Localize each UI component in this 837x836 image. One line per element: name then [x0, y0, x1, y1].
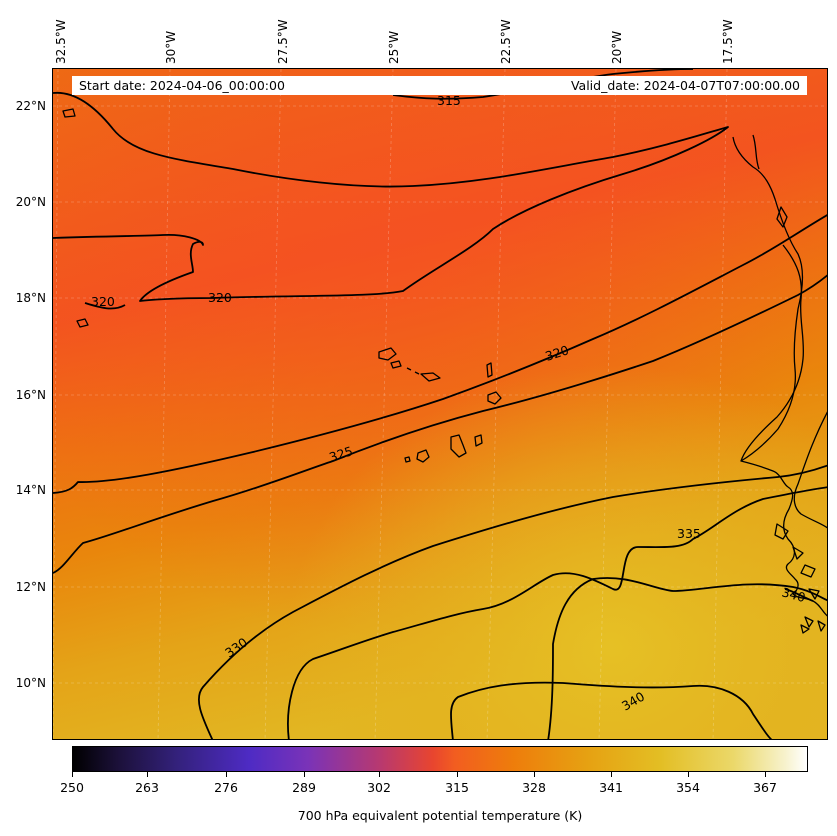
lat-label-10n: 10°N — [15, 676, 46, 690]
colorbar-label-367: 367 — [753, 780, 777, 795]
contour-label-335: 335 — [677, 526, 701, 541]
cape-verde-fogo — [416, 449, 430, 463]
colorbar-label-315: 315 — [445, 780, 469, 795]
west-africa-coastline — [732, 136, 827, 617]
contour-label-320-center: 320 — [208, 290, 232, 305]
colorbar-tick-302 — [379, 772, 380, 777]
contour-labels: 315 320 320 320 325 330 335 340 340 — [91, 93, 807, 714]
contour-label-320-east: 320 — [543, 342, 570, 364]
cape-verde-sao-vicente — [390, 360, 402, 369]
contour-320-main — [53, 214, 827, 494]
colorbar-label-263: 263 — [135, 780, 159, 795]
start-date-label: Start date: 2024-04-06_00:00:00 — [79, 78, 285, 93]
lat-label-20n: 20°N — [15, 195, 46, 209]
valid-date-label: Valid_date: 2024-04-07T07:00:00.00 — [570, 78, 800, 93]
cape-verde-sal — [486, 362, 493, 378]
contour-325 — [53, 274, 827, 574]
colorbar-label-250: 250 — [60, 780, 84, 795]
cape-verde-santa-luzia — [406, 367, 420, 375]
lat-label-22n: 22°N — [15, 99, 46, 113]
cape-verde-santo-antao — [378, 347, 397, 361]
lon-label-27-5w: 27.5°W — [276, 19, 290, 64]
colorbar-tick-250 — [72, 772, 73, 777]
bijagos-islands — [800, 616, 826, 634]
colorbar-label-354: 354 — [676, 780, 700, 795]
contour-340-south — [450, 681, 773, 739]
small-island-w — [76, 318, 89, 328]
cape-verde-santiago — [450, 434, 467, 458]
contour-label-320-west: 320 — [91, 294, 115, 309]
field-yellow-region — [53, 69, 827, 739]
lat-label-18n: 18°N — [15, 291, 46, 305]
lon-label-20w: 20°W — [610, 30, 624, 64]
canary-edge — [752, 134, 788, 228]
contour-330 — [198, 464, 827, 739]
contour-335 — [287, 486, 827, 739]
contour-320-north — [53, 91, 729, 302]
contour-340-east — [547, 577, 827, 739]
lon-label-32-5w: 32.5°W — [54, 19, 68, 64]
theta-e-field-map: 315 320 320 320 325 330 335 340 340 — [53, 69, 827, 739]
colorbar-label-302: 302 — [367, 780, 391, 795]
senegal-border — [740, 244, 805, 462]
lon-label-22-5w: 22.5°W — [499, 19, 513, 64]
cape-verde-boa-vista — [487, 391, 502, 405]
date-info-box: Start date: 2024-04-06_00:00:00 Valid_da… — [72, 76, 807, 95]
colorbar-tick-328 — [534, 772, 535, 777]
colorbar — [72, 746, 808, 772]
lat-label-14n: 14°N — [15, 483, 46, 497]
graticule — [53, 69, 827, 739]
colorbar-label-276: 276 — [214, 780, 238, 795]
contour-label-315: 315 — [437, 93, 461, 108]
colorbar-tick-263 — [147, 772, 148, 777]
colorbar-label-289: 289 — [292, 780, 316, 795]
colorbar-label-341: 341 — [599, 780, 623, 795]
colorbar-tick-367 — [765, 772, 766, 777]
lon-label-25w: 25°W — [387, 30, 401, 64]
colorbar-tick-315 — [457, 772, 458, 777]
colorbar-tick-341 — [611, 772, 612, 777]
cape-verde-sao-nicolau — [420, 372, 441, 382]
colorbar-title: 700 hPa equivalent potential temperature… — [297, 808, 583, 823]
river-mouth — [793, 411, 827, 529]
lon-label-30w: 30°W — [164, 30, 178, 64]
colorbar-label-328: 328 — [522, 780, 546, 795]
small-island-nw — [62, 108, 76, 118]
colorbar-tick-289 — [304, 772, 305, 777]
coastlines — [62, 108, 827, 634]
lon-label-17-5w: 17.5°W — [721, 19, 735, 64]
contour-320-west — [84, 302, 126, 310]
cape-verde-maio — [474, 434, 483, 447]
contour-label-325: 325 — [327, 443, 354, 465]
lat-label-16n: 16°N — [15, 388, 46, 402]
lat-label-12n: 12°N — [15, 580, 46, 594]
colorbar-tick-354 — [688, 772, 689, 777]
guinea-bissau-islands — [774, 523, 820, 600]
colorbar-tick-276 — [226, 772, 227, 777]
map-panel[interactable]: 315 320 320 320 325 330 335 340 340 — [52, 68, 828, 740]
cape-verde-brava — [404, 456, 411, 463]
